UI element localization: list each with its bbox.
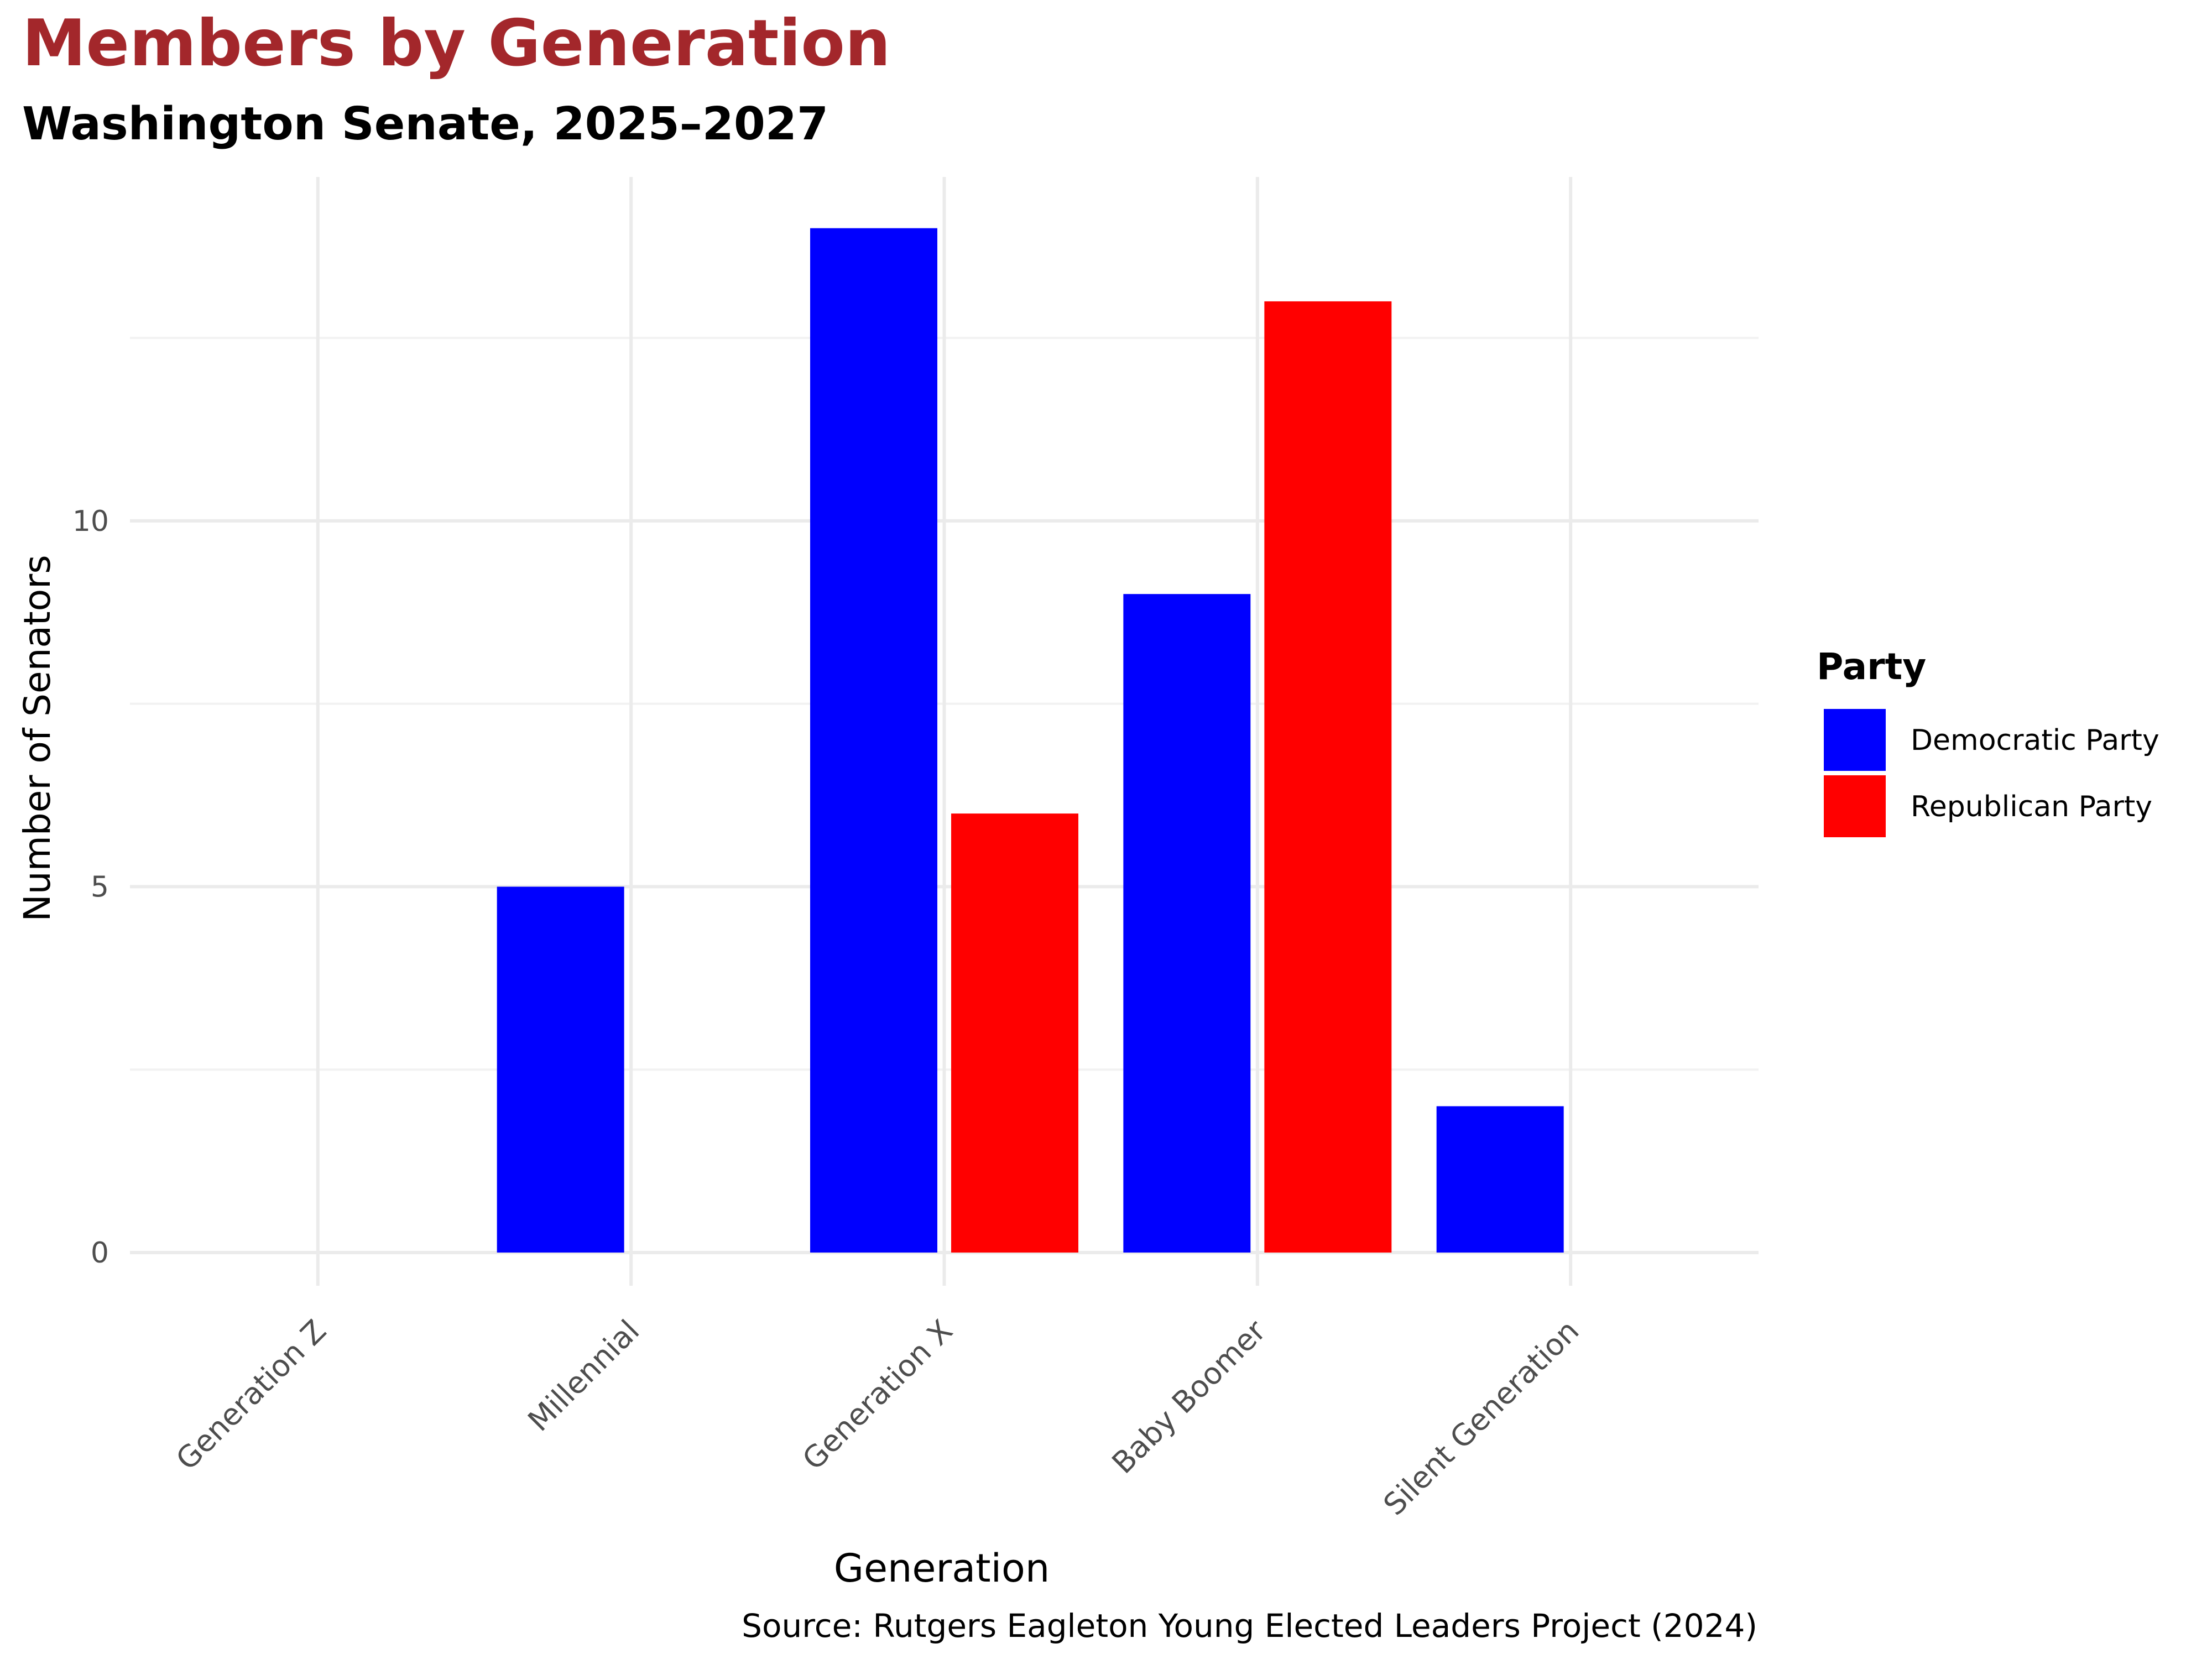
x-tick-label: Generation X [796,1313,959,1477]
chart-caption: Source: Rutgers Eagleton Young Elected L… [742,1607,1757,1645]
y-tick-label: 5 [91,870,109,904]
legend-label: Republican Party [1911,790,2152,823]
x-tick-label: Baby Boomer [1105,1313,1273,1480]
legend-label: Democratic Party [1911,724,2159,757]
bar-republican-party-generation-x [951,813,1078,1253]
legend-swatch [1824,709,1886,771]
y-tick-label: 10 [72,505,109,538]
y-axis-ticks: 0 5 10 [72,505,109,1270]
x-tick-label: Generation Z [169,1313,333,1477]
x-tick-label: Millennial [521,1313,646,1438]
bar-democratic-party-generation-x [810,228,937,1253]
bar-democratic-party-silent-generation [1436,1106,1564,1253]
y-tick-label: 0 [91,1237,109,1270]
legend-title: Party [1817,645,1926,688]
legend: Party Democratic Party Republican Party [1817,645,2159,837]
legend-swatch [1824,775,1886,837]
bars [497,228,1564,1253]
grid [130,177,1759,1286]
x-tick-label: Silent Generation [1377,1313,1586,1522]
y-axis-title: Number of Senators [16,555,59,921]
bar-democratic-party-millennial [497,886,624,1253]
chart-subtitle: Washington Senate, 2025–2027 [22,98,828,150]
x-axis-title: Generation [834,1546,1050,1591]
chart-title: Members by Generation [22,6,890,81]
bar-democratic-party-baby-boomer [1123,594,1251,1253]
bar-republican-party-baby-boomer [1264,301,1392,1253]
x-axis-ticks: Generation Z Millennial Generation X Baby B… [169,1313,1585,1522]
